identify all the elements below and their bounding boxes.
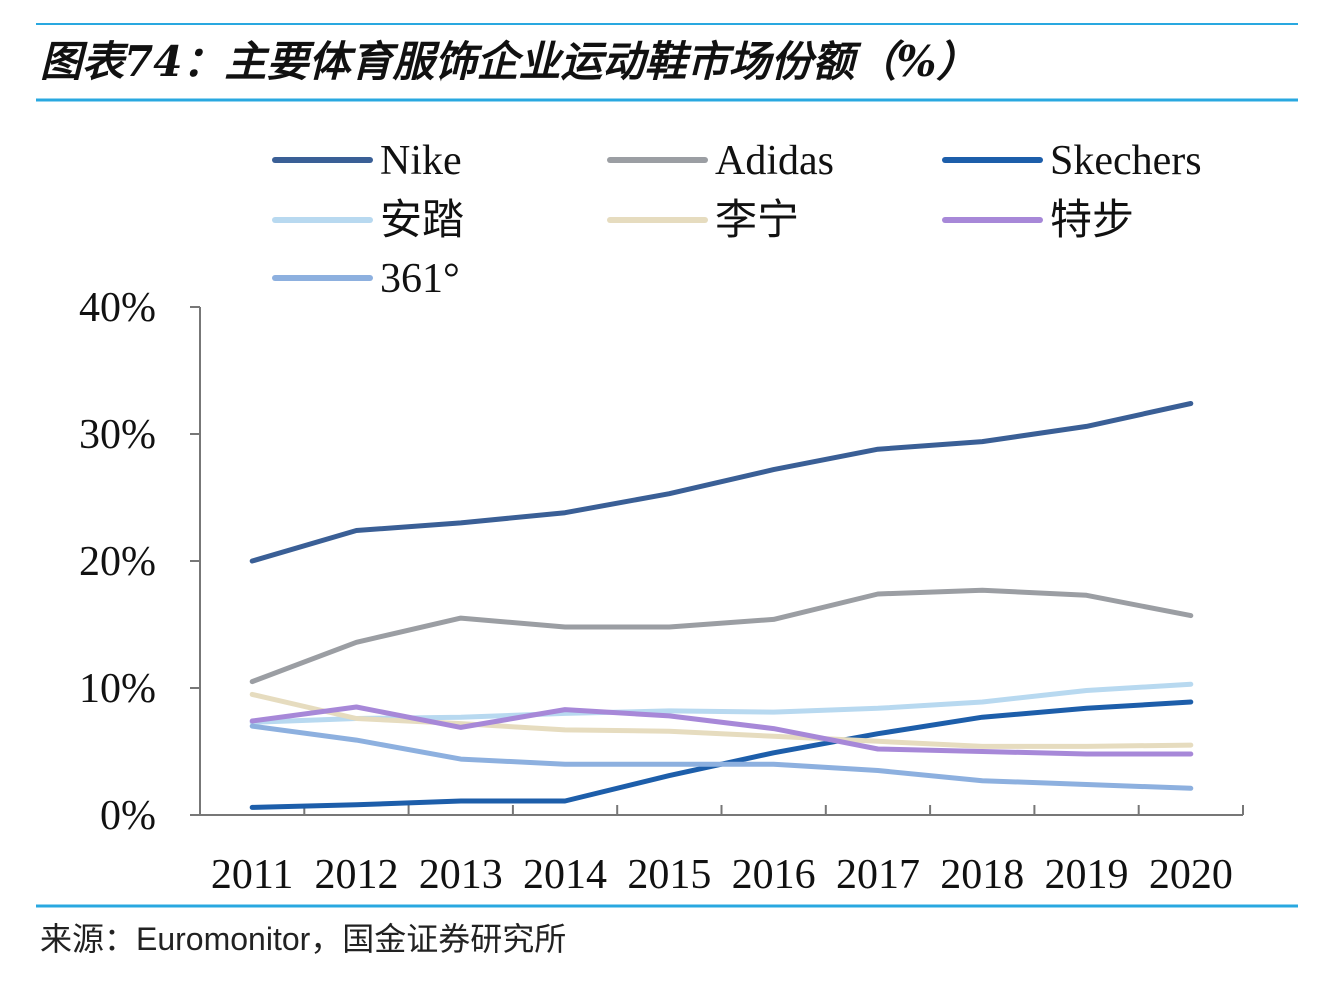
y-tick-label: 10%: [79, 666, 156, 712]
legend-label-2: Skechers: [1050, 138, 1202, 184]
series-line-0: [249, 401, 1194, 564]
x-tick-label: 2013: [419, 852, 503, 898]
x-tick-label: 2016: [732, 852, 816, 898]
x-tick-label: 2018: [940, 852, 1024, 898]
x-tick-label: 2014: [523, 852, 607, 898]
legend-label-3: 安踏: [380, 198, 464, 244]
y-tick-label: 20%: [79, 539, 156, 585]
figure-title: 图表74：主要体育服饰企业运动鞋市场份额（%）: [40, 37, 978, 86]
y-tick-label: 0%: [100, 793, 156, 839]
chart-series: [249, 401, 1194, 810]
x-tick-label: 2017: [836, 852, 920, 898]
source-note: 来源：Euromonitor，国金证券研究所: [40, 921, 566, 957]
series-line-6: [249, 723, 1194, 791]
x-tick-label: 2020: [1149, 852, 1233, 898]
series-line-1: [249, 587, 1194, 685]
y-tick-label: 30%: [79, 412, 156, 458]
x-tick-label: 2012: [314, 852, 398, 898]
chart-legend: Nike Adidas Skechers 安踏 李宁 特步 361°: [272, 138, 1202, 302]
y-tick-label: 40%: [79, 285, 156, 331]
series-line-4: [249, 691, 1194, 749]
legend-label-5: 特步: [1050, 198, 1134, 244]
legend-label-1: Adidas: [715, 138, 834, 184]
x-tick-label: 2011: [211, 852, 293, 898]
legend-label-4: 李宁: [715, 198, 799, 244]
x-tick-label: 2019: [1045, 852, 1129, 898]
x-tick-label: 2015: [627, 852, 711, 898]
chart-axes: 0% 10% 20% 30% 40% 2011 2012 2013 2014 2015 2016 20…: [79, 285, 1244, 898]
series-line-5: [249, 704, 1194, 757]
legend-label-6: 361°: [380, 256, 460, 302]
legend-label-0: Nike: [380, 138, 462, 184]
